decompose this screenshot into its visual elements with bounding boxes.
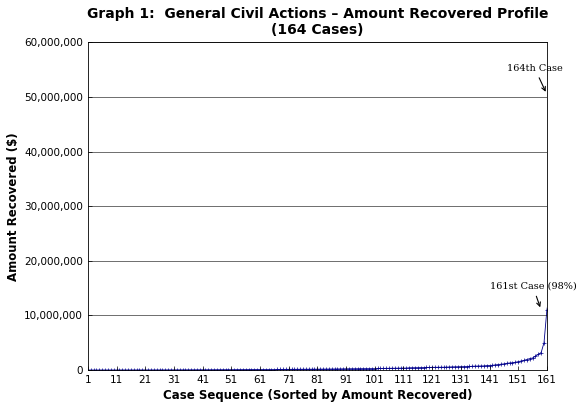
Text: 161st Case (98%): 161st Case (98%) — [489, 282, 576, 306]
Text: 164th Case: 164th Case — [507, 63, 562, 91]
X-axis label: Case Sequence (Sorted by Amount Recovered): Case Sequence (Sorted by Amount Recovere… — [162, 389, 472, 402]
Y-axis label: Amount Recovered ($): Amount Recovered ($) — [7, 132, 20, 281]
Title: Graph 1:  General Civil Actions – Amount Recovered Profile
(164 Cases): Graph 1: General Civil Actions – Amount … — [86, 7, 548, 37]
